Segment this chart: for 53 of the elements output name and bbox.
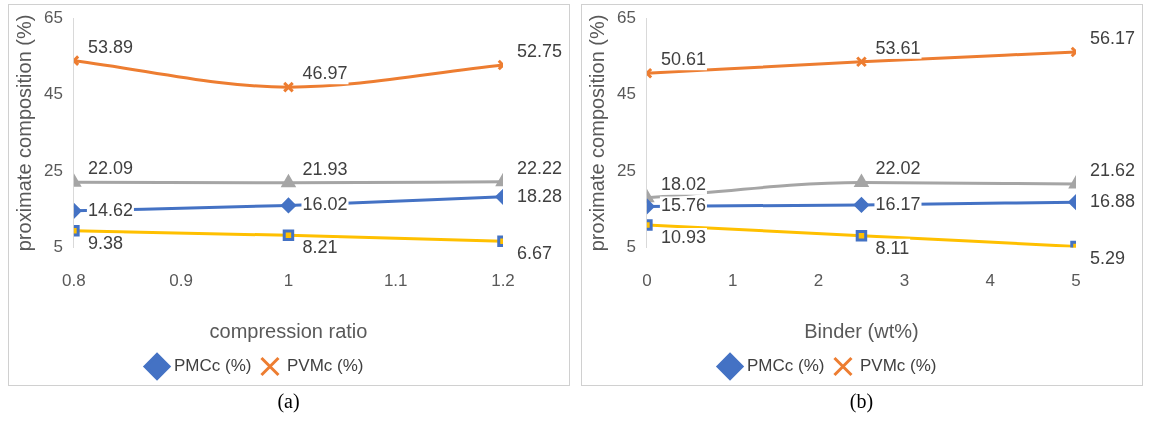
data-label: 10.93 (660, 226, 706, 247)
data-label: 21.62 (1089, 160, 1135, 181)
data-label: 8.21 (301, 237, 337, 258)
data-label: 15.76 (660, 195, 706, 216)
x-tick-label: 0 (641, 271, 652, 291)
y-tick-label: 45 (43, 84, 63, 104)
x-tick-label: 5 (1070, 271, 1081, 291)
x-tick-label: 3 (899, 271, 909, 291)
data-label: 18.02 (660, 173, 706, 194)
x-tick-label: 1.1 (383, 271, 408, 291)
data-label: 53.89 (87, 36, 133, 57)
y-tick-label: 5 (52, 237, 63, 257)
text: (b) (849, 390, 874, 413)
data-label: 22.02 (874, 158, 920, 179)
y-tick-label: 25 (43, 160, 63, 180)
data-label: 53.61 (874, 37, 920, 58)
y-tick-label: 65 (616, 7, 636, 27)
x-tick-label: 2 (813, 271, 823, 291)
data-label: 5.29 (1089, 248, 1125, 269)
data-label: 6.67 (516, 243, 552, 264)
y-tick-label: 5 (625, 237, 636, 257)
data-label: 9.38 (87, 232, 123, 253)
data-label: 56.17 (1089, 27, 1135, 48)
y-axis-title: proximate composition (%) (585, 14, 608, 252)
data-label: 18.28 (516, 185, 562, 206)
text: (a) (277, 390, 300, 413)
data-label: 14.62 (87, 199, 133, 220)
y-tick-label: 45 (616, 84, 636, 104)
data-label: 22.09 (87, 158, 133, 179)
x-tick-label: 1 (727, 271, 737, 291)
x-tick-label: 0.9 (168, 271, 193, 291)
y-tick-label: 65 (43, 7, 63, 27)
data-label: 16.88 (1089, 191, 1135, 212)
legend-label: PVMc (%) (286, 356, 363, 376)
data-label: 52.75 (516, 41, 562, 61)
data-label: 16.17 (874, 193, 920, 214)
x-axis-title: compression ratio (209, 319, 367, 342)
x-tick-label: 1 (283, 271, 293, 291)
legend-label: PVMc (%) (859, 356, 936, 376)
x-tick-label: 1.2 (490, 271, 515, 291)
x-tick-label: 4 (984, 271, 995, 291)
y-tick-label: 25 (616, 160, 636, 180)
x-tick-label: 0.8 (61, 271, 86, 291)
data-label: 22.22 (516, 157, 562, 178)
data-label: 16.02 (301, 194, 347, 215)
y-axis-title: proximate composition (%) (12, 14, 35, 252)
x-axis-title: Binder (wt%) (803, 319, 919, 342)
data-label: 21.93 (301, 158, 347, 179)
legend-label: PMCc (%) (173, 356, 251, 376)
data-label: 46.97 (301, 63, 347, 84)
data-label: 8.11 (874, 237, 909, 258)
data-label: 50.61 (660, 49, 706, 70)
legend-label: PMCc (%) (746, 356, 824, 376)
